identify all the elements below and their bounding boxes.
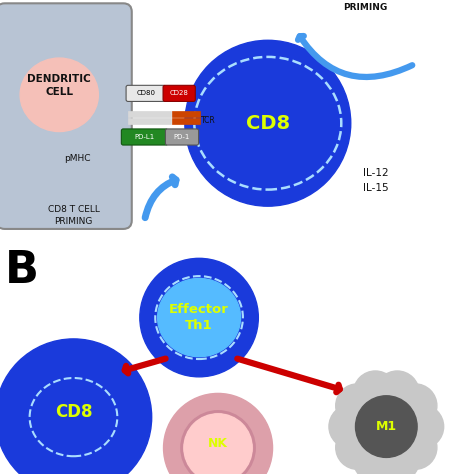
Ellipse shape: [20, 58, 99, 131]
Circle shape: [140, 258, 258, 377]
Circle shape: [393, 426, 437, 469]
Text: CD8: CD8: [55, 403, 92, 421]
Text: PRIMING: PRIMING: [343, 3, 387, 11]
Bar: [128, 118, 171, 124]
Bar: [128, 111, 171, 117]
Circle shape: [375, 438, 419, 474]
Text: DENDRITIC
CELL: DENDRITIC CELL: [27, 74, 91, 97]
Circle shape: [336, 426, 380, 469]
Bar: [172, 118, 200, 124]
Circle shape: [393, 384, 437, 428]
Text: IL-12
IL-15: IL-12 IL-15: [363, 168, 388, 192]
Circle shape: [400, 405, 444, 448]
Bar: [172, 111, 200, 117]
Circle shape: [375, 371, 419, 415]
Circle shape: [185, 40, 351, 206]
FancyBboxPatch shape: [121, 129, 168, 145]
Circle shape: [354, 371, 397, 415]
FancyBboxPatch shape: [163, 85, 195, 101]
Circle shape: [336, 384, 380, 428]
Circle shape: [0, 339, 152, 474]
Text: PD-L1: PD-L1: [135, 134, 155, 140]
Circle shape: [184, 414, 252, 474]
Text: Effector
Th1: Effector Th1: [169, 303, 229, 332]
Text: NK: NK: [208, 437, 228, 450]
Text: CD8: CD8: [246, 114, 290, 133]
Circle shape: [354, 438, 397, 474]
Text: CD28: CD28: [170, 91, 189, 96]
Text: M1: M1: [376, 420, 397, 433]
Ellipse shape: [157, 278, 240, 356]
Text: TCR: TCR: [201, 116, 216, 125]
Text: CD80: CD80: [136, 91, 155, 96]
Circle shape: [329, 405, 373, 448]
Text: B: B: [5, 249, 39, 292]
Circle shape: [357, 398, 415, 455]
FancyBboxPatch shape: [126, 85, 165, 101]
Text: PD-1: PD-1: [174, 134, 190, 140]
Circle shape: [356, 396, 417, 457]
FancyBboxPatch shape: [0, 3, 132, 229]
Text: CD8 T CELL
PRIMING: CD8 T CELL PRIMING: [47, 205, 100, 226]
FancyBboxPatch shape: [165, 129, 199, 145]
Text: pMHC: pMHC: [64, 155, 91, 163]
Circle shape: [164, 393, 273, 474]
